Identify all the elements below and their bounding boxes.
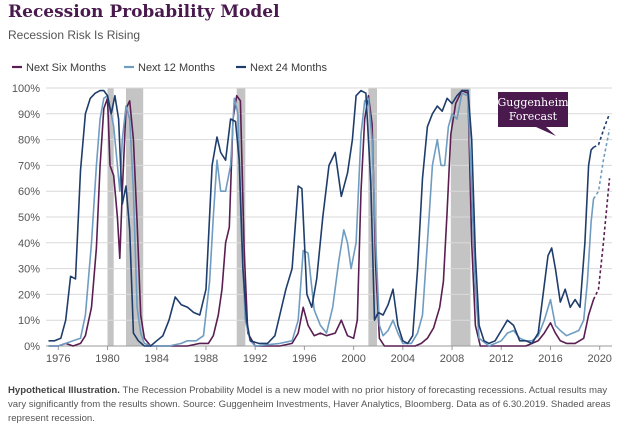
series-line-next-12-months xyxy=(48,92,595,347)
footnote-lead: Hypothetical Illustration. xyxy=(8,385,120,396)
y-tick-50: 50% xyxy=(18,212,40,224)
y-tick-0: 0% xyxy=(24,341,40,353)
y-tick-90: 90% xyxy=(18,109,40,121)
x-tick-2012: 2012 xyxy=(489,353,513,365)
chart-subtitle: Recession Risk Is Rising xyxy=(8,28,141,42)
y-tick-80: 80% xyxy=(18,135,40,147)
callout-line-2: Forecast xyxy=(509,110,558,123)
series-line-next-24-months xyxy=(48,89,595,347)
series-forecast-next-six-months xyxy=(592,178,611,300)
y-tick-10: 10% xyxy=(18,315,40,327)
legend-label-next-12-months: Next 12 Months xyxy=(138,62,216,74)
series-line-next-six-months xyxy=(48,89,595,347)
chart-title: Recession Probability Model xyxy=(8,2,280,22)
series-lines xyxy=(48,89,611,347)
x-tick-2008: 2008 xyxy=(440,353,464,365)
x-tick-1980: 1980 xyxy=(95,353,119,365)
y-tick-70: 70% xyxy=(18,160,40,172)
y-axis-ticks: 0% 10% 20% 30% 40% 50% 60% 70% 80% 90% 100% xyxy=(12,83,40,353)
callout-line-1: Guggenheim xyxy=(497,96,569,109)
x-tick-1988: 1988 xyxy=(194,353,218,365)
footnote-text: The Recession Probability Model is a new… xyxy=(8,385,611,424)
y-tick-40: 40% xyxy=(18,238,40,250)
x-tick-2004: 2004 xyxy=(391,353,415,365)
footnote: Hypothetical Illustration. The Recession… xyxy=(8,384,612,426)
series-forecast-next-12-months xyxy=(592,129,611,200)
y-tick-30: 30% xyxy=(18,264,40,276)
series-forecast-next-24-months xyxy=(593,113,611,149)
chart: 0%10%20%30%40%50%60%70%80%90%100% 1976 19… xyxy=(12,62,612,365)
legend-label-next-24-months: Next 24 Months xyxy=(250,62,328,74)
forecast-callout: Guggenheim Forecast xyxy=(497,92,569,136)
x-tick-1984: 1984 xyxy=(144,353,168,365)
x-tick-2000: 2000 xyxy=(341,353,365,365)
y-tick-100: 100% xyxy=(12,83,40,95)
x-tick-1996: 1996 xyxy=(292,353,316,365)
x-tick-2016: 2016 xyxy=(538,353,562,365)
legend: Next Six Months Next 12 Months Next 24 Mon… xyxy=(12,62,328,74)
legend-label-next-six-months: Next Six Months xyxy=(26,62,107,74)
y-tick-20: 20% xyxy=(18,289,40,301)
y-tick-60: 60% xyxy=(18,186,40,198)
callout-box xyxy=(498,92,568,136)
x-tick-1992: 1992 xyxy=(243,353,267,365)
x-axis-ticks: 1976 1980 1984 1988 1992 1996 2000 2004 2008 2012… xyxy=(46,346,612,365)
x-tick-1976: 1976 xyxy=(46,353,70,365)
x-tick-2020: 2020 xyxy=(587,353,611,365)
